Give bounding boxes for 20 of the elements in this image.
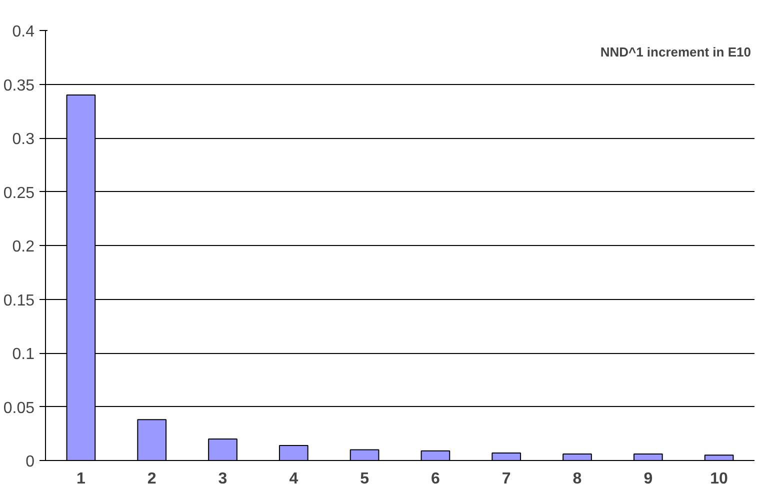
y-tick-label: 0.3: [12, 131, 35, 148]
y-tick-label: 0.25: [3, 184, 35, 202]
y-tick-label: 0.35: [3, 77, 35, 94]
y-tick-label: 0.2: [12, 238, 35, 256]
x-tick-label: 3: [218, 470, 228, 486]
y-tick-label: 0.15: [3, 292, 35, 310]
y-tick-label: 0.4: [12, 24, 35, 40]
x-tick-label: 2: [147, 470, 156, 486]
x-tick-label: 6: [431, 470, 440, 486]
x-tick-label: 4: [289, 470, 298, 486]
y-tick-label: 0.05: [3, 400, 35, 417]
x-tick-label: 1: [76, 470, 86, 486]
y-tick-label: 0.1: [12, 346, 35, 363]
x-tick-label: 9: [644, 470, 653, 486]
x-tick-label: 10: [710, 470, 728, 486]
annotation: NND^1 increment in E10: [600, 44, 751, 60]
x-tick-label: 8: [572, 470, 582, 486]
x-tick-label: 5: [360, 470, 370, 486]
y-tick-label: 0: [26, 454, 35, 470]
x-tick-label: 7: [502, 470, 511, 486]
